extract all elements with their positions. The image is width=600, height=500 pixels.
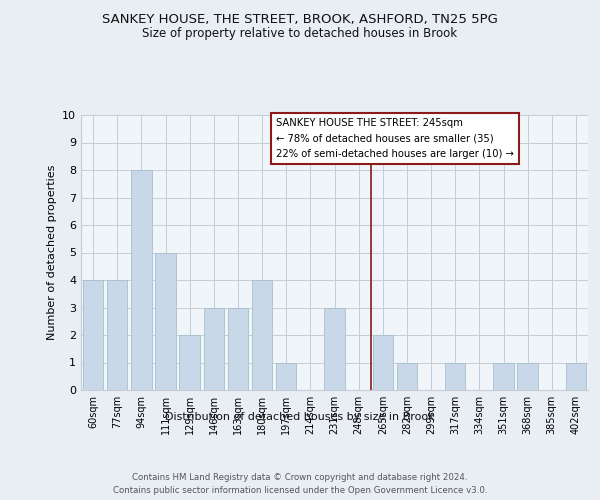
Y-axis label: Number of detached properties: Number of detached properties (47, 165, 56, 340)
Bar (83, 280, 103, 390)
Bar (445, 362, 466, 390)
Bar (179, 335, 200, 390)
Bar (203, 308, 224, 390)
Bar (373, 335, 393, 390)
Bar (155, 252, 176, 390)
Bar (566, 362, 586, 390)
Bar (131, 170, 152, 390)
Bar (252, 280, 272, 390)
Text: Size of property relative to detached houses in Brook: Size of property relative to detached ho… (142, 28, 458, 40)
Text: SANKEY HOUSE THE STREET: 245sqm
← 78% of detached houses are smaller (35)
22% of: SANKEY HOUSE THE STREET: 245sqm ← 78% of… (276, 118, 514, 159)
Text: Contains HM Land Registry data © Crown copyright and database right 2024.: Contains HM Land Registry data © Crown c… (132, 472, 468, 482)
Text: Contains public sector information licensed under the Open Government Licence v3: Contains public sector information licen… (113, 486, 487, 495)
Bar (397, 362, 417, 390)
Bar (493, 362, 514, 390)
Bar (276, 362, 296, 390)
Text: Distribution of detached houses by size in Brook: Distribution of detached houses by size … (165, 412, 435, 422)
Bar (107, 280, 127, 390)
Text: SANKEY HOUSE, THE STREET, BROOK, ASHFORD, TN25 5PG: SANKEY HOUSE, THE STREET, BROOK, ASHFORD… (102, 12, 498, 26)
Bar (227, 308, 248, 390)
Bar (517, 362, 538, 390)
Bar (324, 308, 345, 390)
